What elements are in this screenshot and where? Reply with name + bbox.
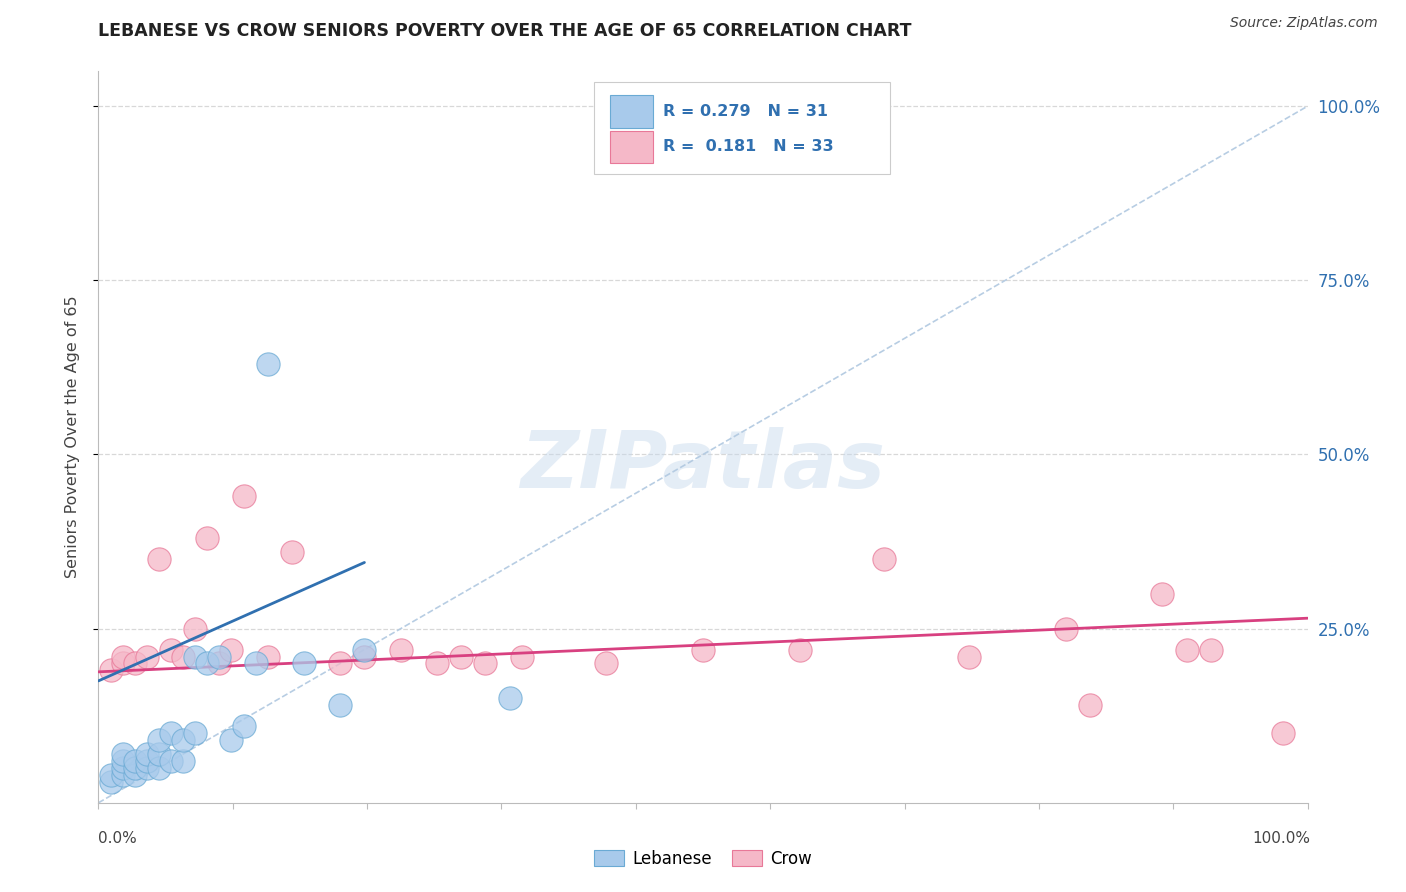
Point: [124, 657, 146, 671]
Legend: Lebanese, Crow: Lebanese, Crow: [588, 844, 818, 875]
Point: [1078, 698, 1101, 713]
Point: [111, 754, 134, 768]
Point: [111, 657, 134, 671]
Point: [389, 642, 412, 657]
Text: 100.0%: 100.0%: [1253, 831, 1310, 846]
Point: [148, 733, 170, 747]
Point: [208, 657, 231, 671]
Point: [329, 657, 352, 671]
Point: [148, 761, 170, 775]
Point: [184, 726, 207, 740]
Point: [195, 657, 218, 671]
Point: [172, 754, 194, 768]
Point: [329, 698, 352, 713]
Text: ZIPatlas: ZIPatlas: [520, 427, 886, 506]
Point: [1152, 587, 1174, 601]
Point: [135, 761, 157, 775]
Point: [208, 649, 231, 664]
Point: [789, 642, 811, 657]
Point: [111, 768, 134, 782]
Point: [510, 649, 533, 664]
Point: [111, 761, 134, 775]
Point: [292, 657, 315, 671]
Point: [1175, 642, 1198, 657]
Point: [256, 357, 278, 371]
Point: [111, 747, 134, 761]
Point: [692, 642, 714, 657]
Point: [184, 622, 207, 636]
Point: [160, 726, 183, 740]
Y-axis label: Seniors Poverty Over the Age of 65: Seniors Poverty Over the Age of 65: [65, 296, 80, 578]
Point: [353, 642, 375, 657]
Point: [353, 649, 375, 664]
Text: Source: ZipAtlas.com: Source: ZipAtlas.com: [1230, 16, 1378, 30]
Point: [232, 489, 254, 503]
Point: [184, 649, 207, 664]
Point: [100, 664, 122, 678]
Point: [256, 649, 278, 664]
Point: [172, 649, 194, 664]
Point: [245, 657, 267, 671]
Text: LEBANESE VS CROW SENIORS POVERTY OVER THE AGE OF 65 CORRELATION CHART: LEBANESE VS CROW SENIORS POVERTY OVER TH…: [98, 22, 912, 40]
Point: [135, 747, 157, 761]
Point: [1199, 642, 1222, 657]
Point: [232, 719, 254, 733]
FancyBboxPatch shape: [610, 130, 654, 162]
Point: [1272, 726, 1295, 740]
Point: [498, 691, 520, 706]
Point: [100, 775, 122, 789]
Point: [124, 754, 146, 768]
FancyBboxPatch shape: [610, 95, 654, 128]
Point: [426, 657, 449, 671]
Point: [148, 552, 170, 566]
Text: 0.0%: 0.0%: [98, 831, 138, 846]
Point: [221, 642, 243, 657]
Point: [195, 531, 218, 545]
Point: [160, 754, 183, 768]
Point: [873, 552, 896, 566]
Point: [172, 733, 194, 747]
Point: [100, 768, 122, 782]
FancyBboxPatch shape: [595, 82, 890, 174]
Point: [124, 768, 146, 782]
Point: [595, 657, 617, 671]
Point: [135, 649, 157, 664]
Point: [281, 545, 304, 559]
Point: [160, 642, 183, 657]
Point: [474, 657, 496, 671]
Point: [124, 761, 146, 775]
Point: [221, 733, 243, 747]
Text: R =  0.181   N = 33: R = 0.181 N = 33: [664, 139, 834, 154]
Text: R = 0.279   N = 31: R = 0.279 N = 31: [664, 104, 828, 120]
Point: [111, 649, 134, 664]
Point: [957, 649, 980, 664]
Point: [1054, 622, 1077, 636]
Point: [148, 747, 170, 761]
Point: [450, 649, 472, 664]
Point: [135, 754, 157, 768]
